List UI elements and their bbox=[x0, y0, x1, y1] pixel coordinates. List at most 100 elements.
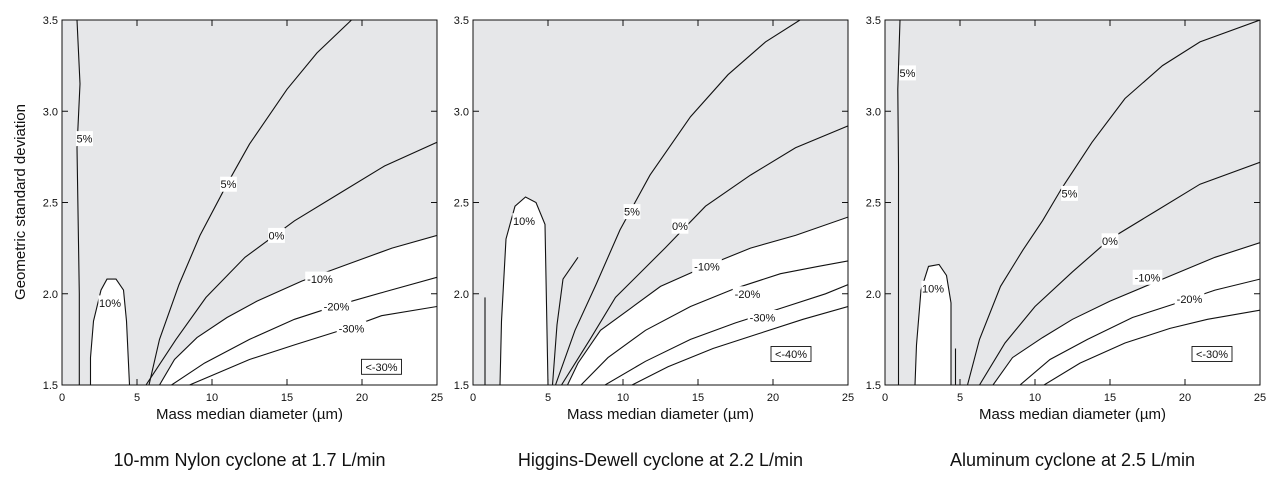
panel-caption: 10-mm Nylon cyclone at 1.7 L/min bbox=[113, 450, 385, 470]
panel-nylon: 10% 5% 5% 0% -10% -20% -30% <-30% 0 5 10 15 20 25 1.5 2… bbox=[43, 15, 443, 470]
contour-label-text: 0% bbox=[269, 230, 285, 242]
contour-line-5pct bbox=[554, 20, 801, 385]
unshaded-region bbox=[567, 217, 848, 385]
x-axis-title: Mass median diameter (µm) bbox=[567, 406, 754, 423]
contour-label: 5% bbox=[1061, 185, 1078, 201]
plot-area bbox=[484, 20, 848, 385]
y-tick-label: 2.5 bbox=[454, 198, 469, 210]
contour-line-minus20pct bbox=[171, 276, 437, 385]
contour-label: 0% bbox=[671, 218, 689, 234]
x-tick-label: 15 bbox=[1104, 392, 1116, 404]
contour-line-minus10pct bbox=[159, 234, 437, 385]
y-tick-label: 3.0 bbox=[43, 106, 58, 118]
x-tick-label: 25 bbox=[431, 392, 443, 404]
x-tick-label: 20 bbox=[1179, 392, 1191, 404]
x-tick-label: 10 bbox=[617, 392, 629, 404]
boundary-label-box: <-30% bbox=[361, 358, 402, 375]
contour-line-minus10pct bbox=[567, 216, 848, 385]
contour-label: -30% bbox=[747, 310, 778, 325]
contour-line-10pct bbox=[89, 278, 131, 385]
y-tick-label: 2.0 bbox=[43, 289, 58, 301]
unshaded-region bbox=[500, 197, 548, 385]
x-tick-label: 20 bbox=[767, 392, 779, 404]
contour-label-text: -20% bbox=[1177, 294, 1203, 306]
contour-label: 5% bbox=[220, 176, 237, 192]
contour-label-text: 5% bbox=[77, 134, 93, 146]
y-tick-label: 3.0 bbox=[454, 106, 469, 118]
x-tick-label: 25 bbox=[1254, 392, 1266, 404]
panel-caption: Aluminum cyclone at 2.5 L/min bbox=[950, 450, 1195, 470]
contour-label-text: 10% bbox=[513, 216, 535, 228]
contour-line-minus30pct bbox=[1043, 309, 1260, 385]
contour-label-text: <-30% bbox=[1196, 349, 1228, 361]
x-tick-label: 10 bbox=[1029, 392, 1041, 404]
contour-line-10pct bbox=[914, 263, 952, 385]
x-tick-label: 25 bbox=[842, 392, 854, 404]
contour-label-text: 5% bbox=[221, 179, 237, 191]
panel-aluminum: 10% 5% 5% 0% -10% -20% <-30% 0 5 10 15 20 25 1.5 2.0 2.… bbox=[866, 15, 1266, 470]
contour-label-text: 10% bbox=[99, 298, 121, 310]
contour-label-text: 0% bbox=[672, 221, 688, 233]
contour-line-5pct bbox=[897, 20, 901, 385]
x-tick-label: 5 bbox=[545, 392, 551, 404]
contour-label-10pct: 10% bbox=[98, 295, 122, 311]
contour-label: 0% bbox=[268, 227, 285, 243]
panel-caption: Higgins-Dewell cyclone at 2.2 L/min bbox=[518, 450, 803, 470]
contour-line-minus20pct bbox=[580, 260, 848, 385]
panel-higgins-dewell: 10% 5% 0% -10% -20% -30% <-40% 0 5 10 15 20 25 1.5 2.0… bbox=[454, 15, 854, 470]
contour-label-text: -10% bbox=[694, 261, 720, 273]
y-axis-title: Geometric standard deviation bbox=[12, 104, 29, 300]
x-tick-label: 0 bbox=[59, 392, 65, 404]
contour-label-text: 0% bbox=[1102, 236, 1118, 248]
contour-label-text: <-30% bbox=[365, 362, 397, 374]
plot-area bbox=[76, 20, 437, 385]
y-tick-label: 2.0 bbox=[866, 289, 881, 301]
contour-label-text: -30% bbox=[750, 313, 776, 325]
contour-label: -20% bbox=[732, 286, 763, 302]
x-tick-label: 5 bbox=[134, 392, 140, 404]
contour-label-text: -10% bbox=[307, 274, 333, 286]
contour-label-text: -30% bbox=[339, 323, 365, 335]
contour-label-text: 5% bbox=[1062, 188, 1078, 200]
contour-label: -10% bbox=[1132, 269, 1163, 285]
contour-label: -10% bbox=[692, 258, 722, 274]
contour-label-text: -10% bbox=[1135, 272, 1161, 284]
y-tick-label: 1.5 bbox=[43, 380, 58, 392]
y-tick-label: 3.5 bbox=[866, 15, 881, 27]
contour-line-minus10pct bbox=[992, 242, 1260, 385]
contour-label: 5% bbox=[899, 65, 916, 81]
contour-line-5pct bbox=[76, 20, 81, 385]
x-tick-label: 10 bbox=[206, 392, 218, 404]
x-tick-label: 15 bbox=[281, 392, 293, 404]
y-tick-label: 3.5 bbox=[454, 15, 469, 27]
contour-label: 5% bbox=[623, 204, 641, 220]
contour-line-minus30pct bbox=[604, 284, 848, 385]
x-axis-title: Mass median diameter (µm) bbox=[156, 406, 343, 423]
contour-line-0pct bbox=[979, 161, 1260, 385]
y-tick-label: 1.5 bbox=[454, 380, 469, 392]
contour-label-text: -20% bbox=[324, 302, 350, 314]
contour-label: -20% bbox=[321, 299, 352, 314]
x-tick-label: 15 bbox=[692, 392, 704, 404]
contour-line-10pct bbox=[499, 196, 549, 385]
y-tick-label: 3.0 bbox=[866, 106, 881, 118]
unshaded-region bbox=[159, 235, 437, 385]
contour-label: 0% bbox=[1101, 233, 1119, 249]
contour-line-minus40pct bbox=[631, 305, 848, 385]
contour-label-text: 5% bbox=[900, 68, 916, 80]
x-axis-title: Mass median diameter (µm) bbox=[979, 406, 1166, 423]
y-tick-label: 2.5 bbox=[43, 198, 58, 210]
boundary-label-box: <-30% bbox=[1191, 346, 1233, 362]
contour-label: -10% bbox=[305, 271, 335, 287]
x-tick-label: 5 bbox=[957, 392, 963, 404]
contour-line-minus30pct bbox=[189, 305, 437, 385]
contour-label-10pct: 10% bbox=[921, 280, 945, 296]
contour-line-minus20pct bbox=[1019, 278, 1260, 385]
x-tick-label: 0 bbox=[470, 392, 476, 404]
contour-label-text: 10% bbox=[922, 283, 944, 295]
y-tick-label: 2.5 bbox=[866, 198, 881, 210]
y-tick-label: 1.5 bbox=[866, 380, 881, 392]
contour-label-text: <-40% bbox=[775, 349, 807, 361]
x-tick-label: 20 bbox=[356, 392, 368, 404]
